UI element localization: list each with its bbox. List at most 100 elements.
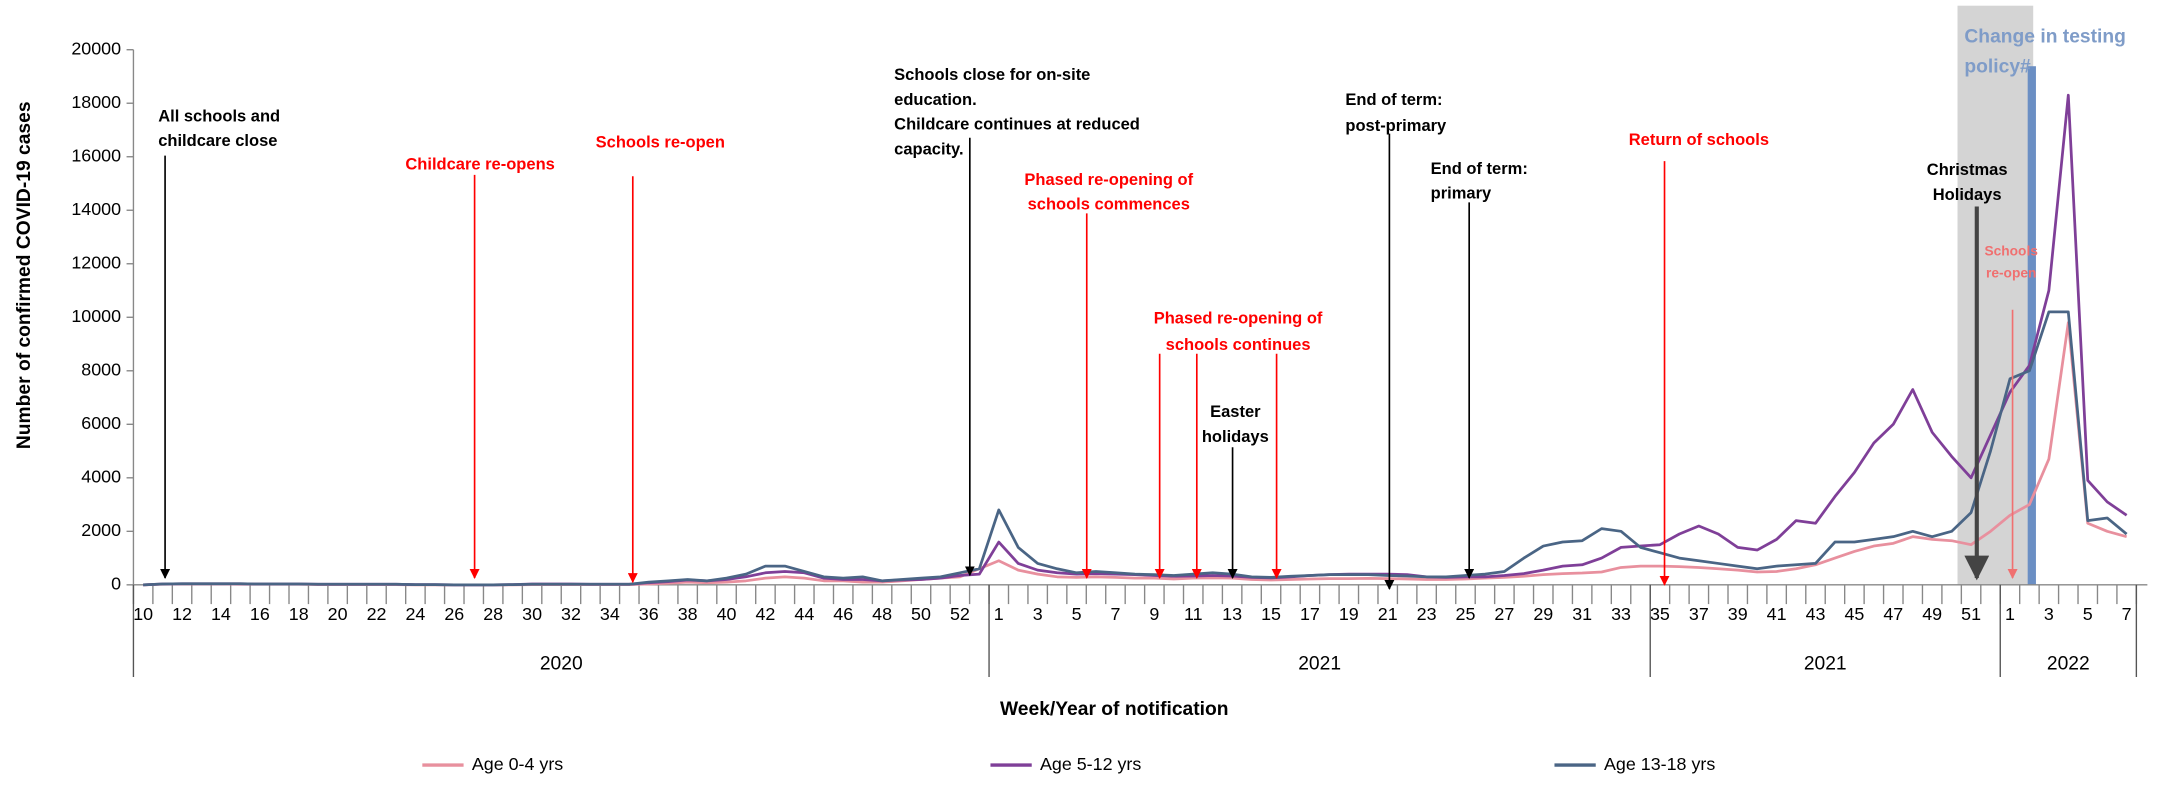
x-tick-label: 1 — [994, 604, 1004, 624]
x-tick-label: 1 — [2005, 604, 2015, 624]
x-tick-label: 42 — [755, 604, 775, 624]
y-tick-label: 6000 — [81, 413, 121, 433]
legend-label: Age 13-18 yrs — [1604, 754, 1715, 774]
x-tick-label: 47 — [1883, 604, 1903, 624]
annotation-text: End of term: — [1431, 160, 1528, 178]
x-tick-label: 12 — [172, 604, 192, 624]
annotation-text: re-open — [1986, 266, 2036, 281]
x-tick-label: 5 — [1072, 604, 1082, 624]
policy-change-bar — [2027, 66, 2036, 585]
y-tick-label: 2000 — [81, 520, 121, 540]
annotation-text: Holidays — [1933, 186, 2002, 204]
x-tick-label: 41 — [1767, 604, 1787, 624]
annotation-text: Schools re-open — [596, 134, 725, 152]
annotation-text: policy# — [1964, 57, 2031, 78]
y-tick-label: 10000 — [71, 306, 121, 326]
x-tick-label: 36 — [639, 604, 659, 624]
annotation-text: capacity. — [894, 140, 963, 158]
x-tick-label: 24 — [405, 604, 425, 624]
y-tick-label: 4000 — [81, 467, 121, 487]
x-axis-title: Week/Year of notification — [1000, 699, 1229, 720]
y-tick-label: 12000 — [71, 252, 121, 272]
annotation-text: Easter — [1210, 403, 1261, 421]
annotation-text: education. — [894, 91, 977, 109]
legend-label: Age 0-4 yrs — [472, 754, 563, 774]
x-tick-label: 3 — [2044, 604, 2054, 624]
annotation-text: Phased re-opening of — [1154, 310, 1323, 328]
x-tick-label: 7 — [1110, 604, 1120, 624]
x-tick-label: 40 — [717, 604, 737, 624]
annotation-text: All schools and — [158, 107, 280, 125]
year-label: 2021 — [1804, 654, 1847, 675]
x-tick-label: 46 — [833, 604, 853, 624]
annotation-text: Christmas — [1927, 161, 2008, 179]
annotation-text: Change in testing — [1964, 26, 2125, 47]
legend-label: Age 5-12 yrs — [1040, 754, 1141, 774]
x-tick-label: 11 — [1184, 604, 1203, 624]
series-line — [143, 310, 2128, 587]
x-tick-label: 28 — [483, 604, 503, 624]
annotation-text: Schools — [1984, 244, 2038, 259]
annotation-text: schools commences — [1028, 196, 1190, 214]
x-tick-label: 34 — [600, 604, 620, 624]
x-tick-label: 17 — [1300, 604, 1320, 624]
x-tick-label: 33 — [1611, 604, 1631, 624]
x-tick-label: 15 — [1261, 604, 1281, 624]
x-tick-label: 13 — [1222, 604, 1242, 624]
x-tick-label: 43 — [1806, 604, 1826, 624]
x-tick-label: 32 — [561, 604, 581, 624]
annotation-text: Phased re-opening of — [1024, 171, 1193, 189]
series-line — [143, 321, 2128, 587]
x-tick-label: 5 — [2083, 604, 2093, 624]
y-tick-label: 14000 — [71, 199, 121, 219]
x-tick-label: 26 — [444, 604, 464, 624]
x-tick-label: 14 — [211, 604, 231, 624]
x-tick-label: 10 — [133, 604, 153, 624]
x-tick-label: 31 — [1572, 604, 1592, 624]
x-tick-label: 49 — [1922, 604, 1942, 624]
x-tick-label: 50 — [911, 604, 931, 624]
x-tick-label: 48 — [872, 604, 892, 624]
x-tick-label: 44 — [794, 604, 814, 624]
x-tick-label: 20 — [328, 604, 348, 624]
x-tick-label: 37 — [1689, 604, 1709, 624]
annotation-text: primary — [1431, 185, 1492, 203]
x-tick-label: 38 — [678, 604, 698, 624]
annotation-text: holidays — [1202, 428, 1269, 446]
x-tick-label: 9 — [1149, 604, 1159, 624]
x-tick-label: 39 — [1728, 604, 1748, 624]
x-tick-label: 3 — [1033, 604, 1043, 624]
annotation-text: schools continues — [1166, 336, 1311, 354]
x-tick-label: 22 — [367, 604, 387, 624]
policy-change-shading — [1957, 5, 2034, 585]
x-tick-label: 7 — [2122, 604, 2132, 624]
annotation-text: Schools close for on-site — [894, 66, 1090, 84]
x-tick-label: 35 — [1650, 604, 1670, 624]
annotation-text: Return of schools — [1629, 131, 1769, 149]
annotation-text: Childcare continues at reduced — [894, 116, 1140, 134]
x-tick-label: 25 — [1456, 604, 1476, 624]
annotation-text: Childcare re-opens — [405, 156, 554, 174]
x-tick-label: 45 — [1844, 604, 1864, 624]
x-tick-label: 27 — [1494, 604, 1514, 624]
annotation-text: End of term: — [1345, 91, 1442, 109]
y-tick-label: 16000 — [71, 145, 121, 165]
y-tick-label: 8000 — [81, 360, 121, 380]
annotation-text: childcare close — [158, 132, 277, 150]
x-tick-label: 29 — [1533, 604, 1553, 624]
x-tick-label: 23 — [1417, 604, 1437, 624]
year-label: 2020 — [540, 654, 583, 675]
x-tick-label: 19 — [1339, 604, 1359, 624]
x-tick-label: 16 — [250, 604, 270, 624]
y-tick-label: 0 — [111, 574, 121, 594]
x-tick-label: 30 — [522, 604, 542, 624]
y-tick-label: 20000 — [71, 38, 121, 58]
year-label: 2022 — [2047, 654, 2090, 675]
y-tick-label: 18000 — [71, 92, 121, 112]
year-label: 2021 — [1298, 654, 1341, 675]
x-tick-label: 21 — [1378, 604, 1398, 624]
x-tick-label: 51 — [1961, 604, 1981, 624]
y-axis-title: Number of confirmed COVID-19 cases — [14, 101, 35, 449]
annotation-text: post-primary — [1345, 117, 1447, 135]
